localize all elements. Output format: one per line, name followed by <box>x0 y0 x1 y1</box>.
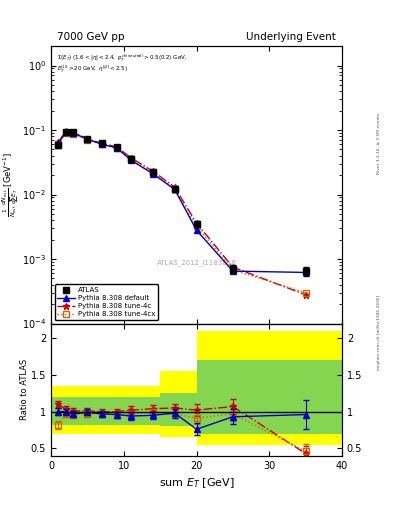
Legend: ATLAS, Pythia 8.308 default, Pythia 8.308 tune-4c, Pythia 8.308 tune-4cx: ATLAS, Pythia 8.308 default, Pythia 8.30… <box>55 284 158 320</box>
Text: $\Sigma(E_T)\ (1.6<|\eta|<2.4,\ p_T^{ch(neutral)}>0.5(0.2)\ \mathrm{GeV},$
$E_T^: $\Sigma(E_T)\ (1.6<|\eta|<2.4,\ p_T^{ch(… <box>57 52 187 75</box>
Text: mcplots.cern.ch [arXiv:1306.3436]: mcplots.cern.ch [arXiv:1306.3436] <box>377 295 381 370</box>
X-axis label: sum $E_T$ [GeV]: sum $E_T$ [GeV] <box>159 476 234 490</box>
Text: ATLAS_2012_I1183818: ATLAS_2012_I1183818 <box>156 259 237 266</box>
Text: Underlying Event: Underlying Event <box>246 32 336 42</box>
Y-axis label: Ratio to ATLAS: Ratio to ATLAS <box>20 359 29 420</box>
Text: Rivet 3.1.10, ≥ 3.5M events: Rivet 3.1.10, ≥ 3.5M events <box>377 113 381 174</box>
Y-axis label: $\frac{1}{N_\mathrm{evt}}\frac{dN_\mathrm{evt}}{d\!\sum\!E_T}\ [\mathrm{GeV}^{-1: $\frac{1}{N_\mathrm{evt}}\frac{dN_\mathr… <box>0 153 21 217</box>
Text: 7000 GeV pp: 7000 GeV pp <box>57 32 125 42</box>
